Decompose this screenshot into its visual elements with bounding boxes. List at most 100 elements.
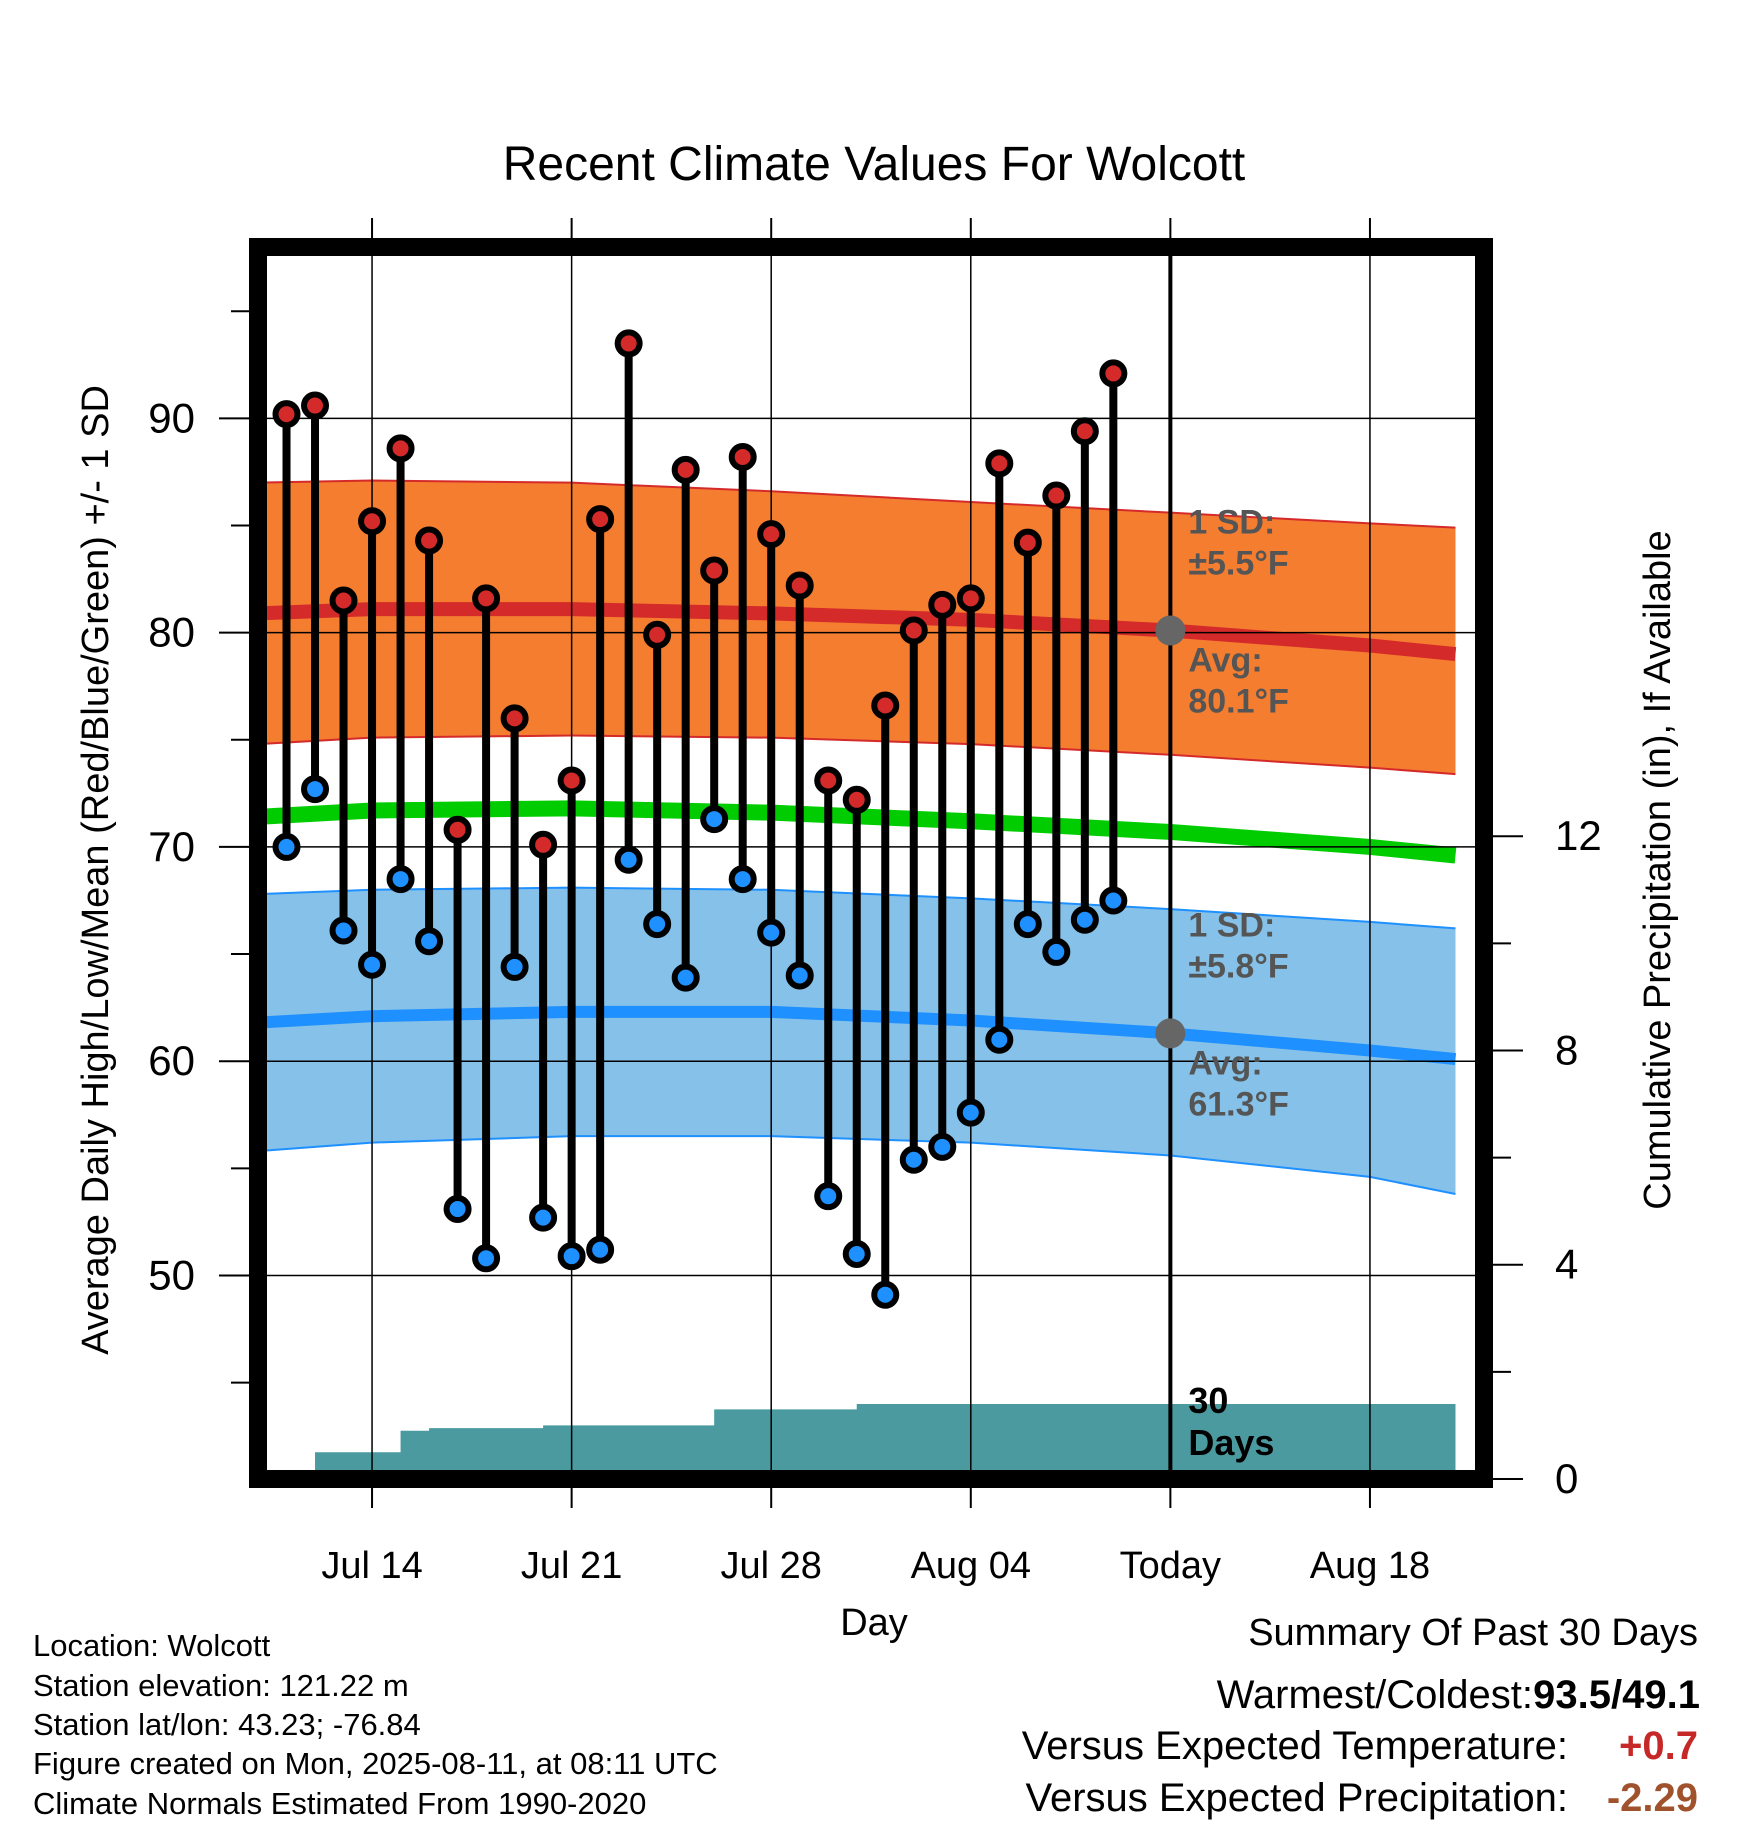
daily-high-point <box>757 520 786 549</box>
daily-high-point <box>500 704 529 733</box>
daily-high-point <box>301 391 330 420</box>
x-tick-label: Aug 04 <box>911 1545 1031 1587</box>
daily-high-point <box>842 785 871 814</box>
precipitation-area <box>286 1404 1456 1479</box>
daily-high-point <box>814 766 843 795</box>
plot-area <box>258 247 1484 1479</box>
daily-high-point <box>1070 417 1099 446</box>
daily-high-point <box>586 505 615 534</box>
low-avg-value: 61.3°F <box>1188 1085 1289 1123</box>
daily-low-point <box>871 1280 900 1309</box>
y-tick-label: 70 <box>148 823 195 870</box>
high-avg-value: 80.1°F <box>1188 683 1289 721</box>
y-axis-label: Average Daily High/Low/Mean (Red/Blue/Gr… <box>75 385 117 1355</box>
y2-tick-label: 4 <box>1555 1241 1578 1288</box>
daily-low-point <box>301 775 330 804</box>
daily-low-point <box>785 961 814 990</box>
daily-low-point <box>358 950 387 979</box>
daily-high-point <box>358 507 387 536</box>
daily-low-point <box>272 832 301 861</box>
low-sd-label: 1 SD: <box>1188 906 1275 944</box>
daily-high-point <box>1013 528 1042 557</box>
daily-low-point <box>928 1132 957 1161</box>
summary-warm-cold-label: Warmest/Coldest: <box>1216 1673 1533 1717</box>
days-label: 30 <box>1188 1380 1228 1421</box>
x-tick-label: Jul 28 <box>721 1545 822 1587</box>
info-location: Location: Wolcott <box>33 1628 271 1663</box>
daily-low-point <box>985 1025 1014 1054</box>
daily-high-point <box>1099 359 1128 388</box>
summary-temp-label: Versus Expected Temperature: <box>1021 1724 1568 1768</box>
daily-low-point <box>443 1195 472 1224</box>
daily-high-point <box>643 620 672 649</box>
normal-mean-line <box>258 800 1457 864</box>
y2-tick-label: 12 <box>1555 812 1602 859</box>
daily-high-point <box>443 815 472 844</box>
y-tick-label: 60 <box>148 1037 195 1084</box>
days-label: Days <box>1188 1422 1274 1463</box>
daily-low-point <box>586 1235 615 1264</box>
info-created: Figure created on Mon, 2025-08-11, at 08… <box>33 1746 718 1781</box>
info-latlon: Station lat/lon: 43.23; -76.84 <box>33 1707 421 1742</box>
summary-temp-value: +0.7 <box>1619 1724 1698 1768</box>
y2-axis-label: Cumulative Precipitation (in), If Availa… <box>1637 530 1679 1209</box>
x-tick-label: Aug 18 <box>1310 1545 1430 1587</box>
daily-high-point <box>928 590 957 619</box>
x-tick-label: Today <box>1120 1545 1221 1587</box>
daily-high-point <box>329 586 358 615</box>
normal-high-upper-line <box>258 479 1456 529</box>
daily-low-point <box>1013 910 1042 939</box>
summary-title: Summary Of Past 30 Days <box>1248 1612 1698 1654</box>
daily-high-point <box>1042 481 1071 510</box>
low-avg-label: Avg: <box>1188 1044 1262 1082</box>
high-avg-label: Avg: <box>1188 642 1262 680</box>
daily-high-point <box>700 556 729 585</box>
daily-low-point <box>842 1240 871 1269</box>
daily-high-point <box>614 329 643 358</box>
daily-low-point <box>814 1182 843 1211</box>
daily-high-point <box>557 766 586 795</box>
daily-low-point <box>529 1203 558 1232</box>
high-sd-value: ±5.5°F <box>1188 545 1288 583</box>
normal-high-line <box>258 602 1457 662</box>
daily-low-point <box>329 916 358 945</box>
daily-high-point <box>956 584 985 613</box>
high-avg-marker <box>1155 615 1186 646</box>
x-tick-label: Jul 14 <box>321 1545 422 1587</box>
daily-low-point <box>643 910 672 939</box>
normal-high-lower-line <box>258 734 1456 776</box>
daily-low-point <box>1042 937 1071 966</box>
high-sd-label: 1 SD: <box>1188 504 1275 542</box>
summary-precip-label: Versus Expected Precipitation: <box>1025 1776 1568 1820</box>
daily-high-point <box>785 571 814 600</box>
daily-high-point <box>415 526 444 555</box>
x-tick-label: Jul 21 <box>521 1545 622 1587</box>
daily-high-point <box>899 616 928 645</box>
daily-low-point <box>671 963 700 992</box>
info-elevation: Station elevation: 121.22 m <box>33 1668 409 1703</box>
daily-low-point <box>728 865 757 894</box>
daily-high-point <box>728 442 757 471</box>
daily-low-point <box>956 1098 985 1127</box>
daily-high-point <box>472 584 501 613</box>
normal-high-band <box>258 480 1456 775</box>
y2-tick-label: 8 <box>1555 1026 1578 1073</box>
daily-low-point <box>700 805 729 834</box>
low-avg-marker <box>1155 1018 1186 1049</box>
daily-low-point <box>557 1242 586 1271</box>
summary-precip-value: -2.29 <box>1606 1776 1698 1820</box>
daily-high-point <box>985 449 1014 478</box>
daily-high-point <box>871 691 900 720</box>
info-normals: Climate Normals Estimated From 1990-2020 <box>33 1786 647 1821</box>
daily-low-point <box>472 1244 501 1273</box>
y2-tick-label: 0 <box>1555 1455 1578 1502</box>
plot-frame <box>249 238 1493 1488</box>
daily-high-point <box>386 434 415 463</box>
daily-low-point <box>386 865 415 894</box>
daily-low-point <box>757 918 786 947</box>
daily-high-point <box>671 455 700 484</box>
daily-high-point <box>529 830 558 859</box>
daily-low-point <box>415 927 444 956</box>
summary-warm-cold-value: 93.5/49.1 <box>1533 1673 1700 1717</box>
